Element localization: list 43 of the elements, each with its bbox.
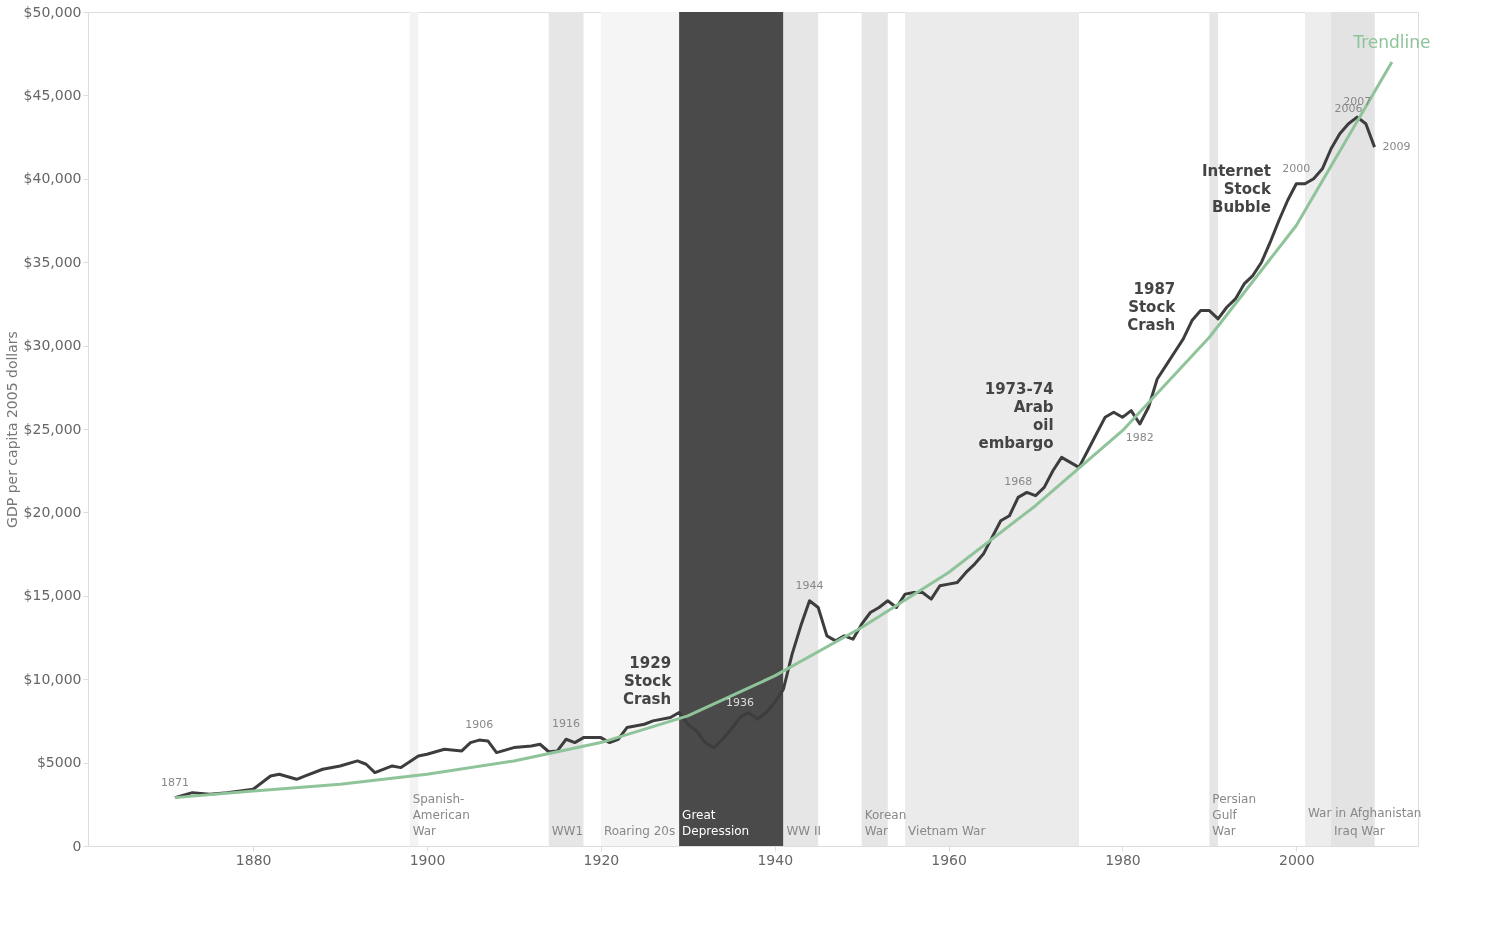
- annotation: 1916: [552, 717, 581, 731]
- band-label: Iraq War: [1334, 824, 1385, 838]
- band-label: WW1: [551, 824, 584, 838]
- x-tick-label: 1980: [1105, 851, 1141, 868]
- series-label: Trendline: [1352, 32, 1431, 53]
- y-tick-label: $25,000: [23, 420, 82, 437]
- x-tick-label: 1940: [757, 851, 794, 868]
- y-axis-title: GDP per capita 2005 dollars: [3, 331, 20, 528]
- x-tick-label: 1880: [235, 851, 272, 868]
- band-label: Great Depression: [682, 808, 750, 838]
- y-tick-label: $50,000: [23, 3, 82, 20]
- annotation: 1973-74 Arab oil embargo: [978, 380, 1054, 453]
- annotation: Internet Stock Bubble: [1201, 161, 1272, 216]
- y-tick-label: $15,000: [23, 587, 82, 604]
- x-tick-label: 2000: [1278, 851, 1315, 868]
- band-label: Vietnam War: [908, 824, 986, 838]
- y-tick-label: $45,000: [23, 86, 82, 103]
- y-tick-label: $30,000: [23, 337, 82, 354]
- annotation: 1944: [795, 578, 824, 592]
- annotation: 1968: [1004, 475, 1033, 489]
- annotation: 1987 Stock Crash: [1127, 279, 1177, 334]
- y-tick-label: $35,000: [23, 253, 82, 270]
- band-label: Persian Gulf War: [1212, 792, 1257, 838]
- y-tick-label: $10,000: [23, 670, 82, 687]
- annotation: 1871: [160, 775, 189, 789]
- annotation: 1929 Stock Crash: [622, 653, 673, 708]
- band-label: Roaring 20s: [603, 824, 676, 838]
- band-label: WW II: [786, 824, 822, 838]
- annotation: 1936: [725, 695, 754, 709]
- y-tick-label: $40,000: [23, 170, 82, 187]
- y-tick-label: $20,000: [23, 503, 82, 520]
- x-tick-label: 1900: [409, 851, 446, 868]
- annotation: 2000: [1282, 161, 1311, 175]
- y-tick-label: $5000: [36, 754, 82, 771]
- band-label: Spanish- American War: [412, 792, 470, 838]
- y-tick-label: 0: [72, 837, 82, 854]
- band-label: Korean War: [864, 808, 907, 838]
- annotation: 1982: [1125, 431, 1154, 444]
- annotation: 2009: [1382, 140, 1411, 154]
- band-label: War in Afghanistan: [1307, 806, 1422, 820]
- x-tick-label: 1960: [931, 851, 967, 868]
- x-tick-label: 1920: [583, 851, 620, 868]
- annotation: 1906: [465, 718, 494, 732]
